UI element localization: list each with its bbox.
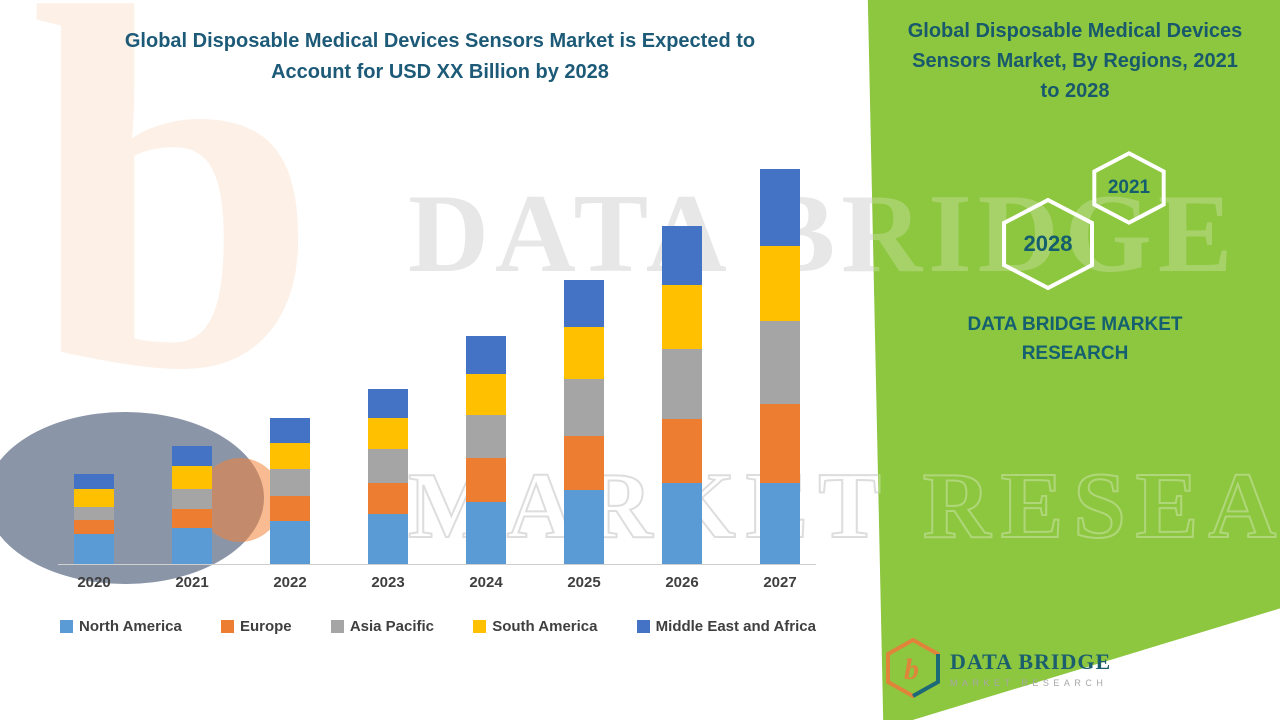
hexagon-year-label: 2021 xyxy=(1107,177,1151,198)
bar-segment-middle-east-and-africa xyxy=(466,336,506,374)
bar-2023 xyxy=(368,389,408,564)
bar-segment-asia-pacific xyxy=(662,348,702,420)
bar-segment-europe xyxy=(270,495,310,521)
bar-segment-north-america xyxy=(466,501,506,564)
bar-segment-south-america xyxy=(662,284,702,349)
bar-segment-europe xyxy=(564,435,604,490)
bar-segment-north-america xyxy=(564,489,604,564)
hexagon-outline-icon xyxy=(1002,197,1094,291)
legend-item-asia-pacific: Asia Pacific xyxy=(330,618,435,635)
bar-segment-asia-pacific xyxy=(172,488,212,510)
bar-segment-asia-pacific xyxy=(564,378,604,436)
legend-label: North America xyxy=(79,618,182,635)
hexagon-outline-icon xyxy=(1092,151,1166,225)
bar-2020 xyxy=(74,474,114,564)
logo-name: DATA BRIDGE xyxy=(950,648,1112,674)
legend-item-middle-east-and-africa: Middle East and Africa xyxy=(636,618,816,635)
bar-segment-europe xyxy=(466,458,506,502)
watermark-orange-dot xyxy=(198,458,282,542)
chart-title: Global Disposable Medical Devices Sensor… xyxy=(124,30,756,83)
legend-item-europe: Europe xyxy=(220,618,292,635)
company-logo: b DATA BRIDGE MARKET RESEARCH xyxy=(886,637,1111,699)
bar-segment-middle-east-and-africa xyxy=(270,418,310,443)
legend-label: South America xyxy=(492,618,598,635)
bar-2021 xyxy=(172,446,212,564)
legend-swatch xyxy=(60,620,73,633)
x-axis-label: 2022 xyxy=(273,574,307,591)
bar-segment-north-america xyxy=(74,534,114,564)
watermark-b-glyph: b xyxy=(30,0,320,477)
bar-segment-europe xyxy=(172,509,212,528)
bar-2025 xyxy=(564,280,604,564)
x-axis-label: 2023 xyxy=(371,574,405,591)
bar-segment-north-america xyxy=(760,483,800,564)
legend-item-south-america: South America xyxy=(473,618,598,635)
bar-segment-north-america xyxy=(368,514,408,564)
bar-segment-middle-east-and-africa xyxy=(662,225,702,285)
right-panel-title: Global Disposable Medical Devices Sensor… xyxy=(907,20,1243,102)
bar-segment-europe xyxy=(662,419,702,484)
bar-segment-europe xyxy=(368,483,408,515)
logo-subtitle: MARKET RESEARCH xyxy=(950,677,1108,688)
bar-segment-south-america xyxy=(368,418,408,450)
bar-segment-south-america xyxy=(270,442,310,469)
legend-swatch xyxy=(473,620,487,633)
bar-segment-north-america xyxy=(662,483,702,564)
chart-legend: North America Europe Asia Pacific South Ame… xyxy=(60,618,816,635)
bar-segment-europe xyxy=(760,403,800,484)
x-axis-label: 2027 xyxy=(763,574,797,591)
legend-swatch xyxy=(220,620,234,633)
bar-2022 xyxy=(270,418,310,564)
bar-segment-middle-east-and-africa xyxy=(172,446,212,466)
x-axis-label: 2020 xyxy=(77,574,111,591)
bars-area xyxy=(58,150,816,565)
logo-hexagon-icon: b xyxy=(886,637,940,699)
bar-segment-asia-pacific xyxy=(466,414,506,459)
bar-2027 xyxy=(760,168,800,564)
x-axis-label: 2025 xyxy=(567,574,601,591)
x-axis-label: 2026 xyxy=(665,574,699,591)
legend-swatch xyxy=(330,620,344,633)
legend-label: Asia Pacific xyxy=(349,618,435,635)
bar-segment-asia-pacific xyxy=(74,507,114,520)
legend-label: Middle East and Africa xyxy=(655,618,816,635)
bar-segment-south-america xyxy=(172,465,212,489)
hexagon-2028: 2028 xyxy=(996,196,1100,292)
hexagon-year-label: 2028 xyxy=(1023,231,1073,256)
bar-segment-middle-east-and-africa xyxy=(368,389,408,419)
bar-2024 xyxy=(466,336,506,564)
logo-text: DATA BRIDGE MARKET RESEARCH xyxy=(950,649,1111,688)
legend-item-north-america: North America xyxy=(60,618,182,635)
logo-b-glyph: b xyxy=(904,653,919,686)
x-axis-labels: 2020 2021 2022 2023 2024 2025 2026 2027 xyxy=(58,574,816,591)
legend-swatch xyxy=(636,620,650,633)
x-axis-label: 2024 xyxy=(469,574,503,591)
bar-segment-north-america xyxy=(270,520,310,564)
bar-segment-asia-pacific xyxy=(760,320,800,404)
bar-segment-middle-east-and-africa xyxy=(74,474,114,489)
bar-segment-south-america xyxy=(564,327,604,379)
bar-segment-middle-east-and-africa xyxy=(760,168,800,247)
bar-segment-south-america xyxy=(760,246,800,321)
bar-segment-north-america xyxy=(172,527,212,564)
hexagon-2021: 2021 xyxy=(1088,150,1170,226)
x-axis-label: 2021 xyxy=(175,574,209,591)
bar-segment-asia-pacific xyxy=(368,449,408,484)
bar-segment-asia-pacific xyxy=(270,468,310,496)
bar-segment-middle-east-and-africa xyxy=(564,280,604,328)
bar-segment-europe xyxy=(74,519,114,534)
bar-segment-south-america xyxy=(466,373,506,415)
legend-label: Europe xyxy=(239,618,292,635)
bar-segment-south-america xyxy=(74,488,114,508)
bar-2026 xyxy=(662,225,702,564)
brand-text: DATA BRIDGE MARKET RESEARCH xyxy=(967,314,1183,365)
